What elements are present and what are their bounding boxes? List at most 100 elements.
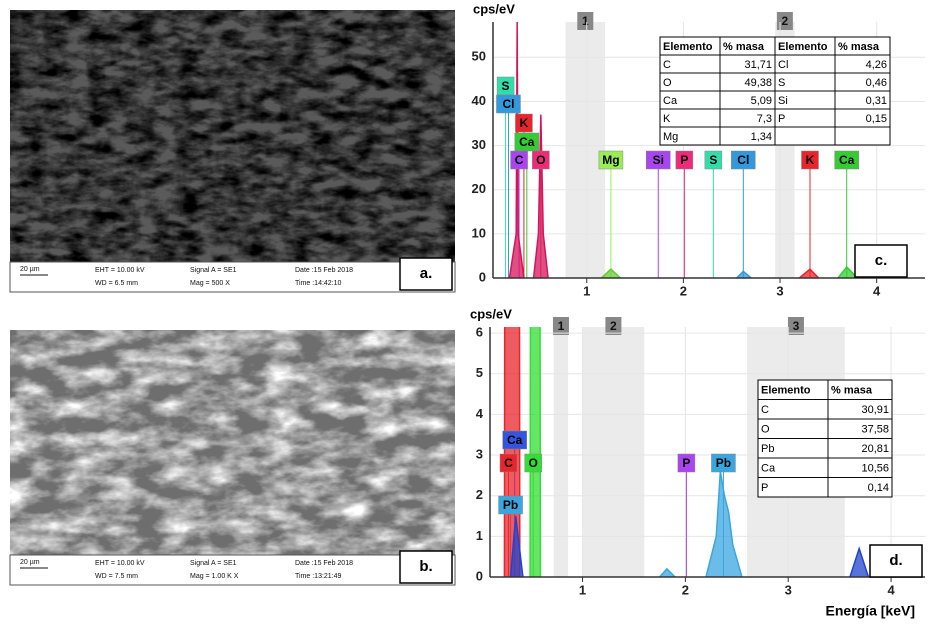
info-text: Time :13:21:49	[295, 573, 342, 580]
region	[565, 22, 606, 278]
table-text: P	[761, 482, 768, 494]
spectrum-peak	[705, 471, 743, 577]
y-tick-label: 0	[476, 568, 483, 583]
element-label-box	[834, 150, 859, 170]
scale-text: 20 µm	[20, 266, 40, 273]
x-axis-label: Energía [keV]	[826, 603, 915, 619]
element-label: O	[529, 456, 538, 470]
info-text: WD = 6.5 mm	[95, 280, 138, 287]
element-label: C	[515, 153, 524, 167]
info-text: Signal A = SE1	[190, 560, 237, 567]
spectrum-peak	[532, 114, 549, 278]
info-text: Date :15 Feb 2018	[295, 560, 353, 567]
element-label-box	[675, 150, 694, 170]
table-text: % masa	[723, 41, 765, 53]
element-label-box	[524, 453, 542, 473]
panel-label-box	[399, 550, 453, 584]
spectrum-peak	[600, 268, 622, 278]
element-label: K	[520, 116, 529, 130]
table-text: 20,81	[861, 443, 889, 455]
element-label-box	[801, 150, 819, 170]
y-tick-label: 10	[472, 225, 486, 240]
element-label-box	[515, 113, 533, 133]
element-label: Pb	[716, 456, 731, 470]
info-text: WD = 7.5 mm	[95, 573, 138, 580]
element-label-box	[711, 453, 736, 473]
info-text: Signal A = SE1	[190, 267, 237, 274]
region-label: 1	[558, 319, 565, 333]
x-tick-label: 1	[583, 283, 590, 298]
y-tick-label: 50	[472, 49, 486, 64]
y-axis-label: cps/eV	[473, 1, 515, 16]
y-tick-label: 20	[472, 181, 486, 196]
table-text: Cl	[778, 59, 788, 71]
spectrum-peak	[509, 515, 524, 577]
element-label-box	[499, 453, 518, 473]
region	[582, 327, 645, 577]
region	[553, 327, 569, 577]
panel-label: d.	[889, 552, 902, 569]
spectrum-peak	[736, 270, 752, 278]
element-label: C	[504, 456, 513, 470]
x-tick-label: 3	[785, 582, 792, 597]
y-tick-label: 4	[476, 406, 484, 421]
info-text: Time :14:42:10	[295, 280, 342, 287]
y-tick-label: 40	[472, 93, 486, 108]
element-label: Ca	[519, 135, 535, 149]
sem-texture	[10, 330, 455, 555]
element-label: Pb	[503, 498, 518, 512]
x-tick-label: 4	[887, 582, 895, 597]
table-text: S	[778, 77, 785, 89]
table-text: 31,71	[744, 59, 772, 71]
element-label-box	[498, 495, 523, 515]
spectrum-peak	[529, 327, 542, 577]
region-label: 3	[793, 319, 800, 333]
element-label: K	[806, 153, 815, 167]
element-label: P	[682, 456, 690, 470]
table-text: Si	[778, 95, 788, 107]
y-tick-label: 1	[476, 528, 483, 543]
sem-texture	[10, 10, 455, 262]
panel-label: a.	[420, 265, 433, 282]
x-tick-label: 1	[579, 582, 586, 597]
element-label: S	[709, 153, 717, 167]
spectrum-peak	[798, 268, 820, 278]
panel-label-box	[869, 544, 923, 578]
table-text: 0,15	[866, 113, 887, 125]
info-bar	[9, 261, 456, 293]
spectrum-peak	[837, 265, 858, 278]
y-tick-label: 0	[479, 269, 486, 284]
table-text: 10,56	[861, 463, 889, 475]
info-text: Mag = 1.00 K X	[190, 573, 239, 580]
table-text: 4,26	[866, 59, 887, 71]
table-text: O	[663, 77, 672, 89]
table-text: 0,14	[868, 482, 889, 494]
table-text: Elemento	[761, 385, 811, 397]
element-label-box	[677, 453, 696, 473]
panel-label-box	[399, 257, 453, 291]
y-tick-label: 6	[476, 325, 483, 340]
panel-label: c.	[875, 252, 888, 269]
scale-text: 20 µm	[20, 559, 40, 566]
x-tick-label: 4	[873, 283, 881, 298]
info-text: EHT = 10.00 kV	[95, 267, 145, 274]
element-label-box	[502, 430, 527, 450]
spectrum-peak	[849, 546, 870, 577]
region-label: 2	[782, 14, 789, 28]
table-text: Ca	[761, 463, 776, 475]
table-text: P	[778, 113, 785, 125]
y-tick-label: 30	[472, 137, 486, 152]
x-tick-label: 2	[680, 283, 687, 298]
spectrum-peak	[659, 567, 676, 577]
y-tick-label: 2	[476, 487, 483, 502]
element-label-box	[598, 150, 624, 170]
table-text: % masa	[838, 41, 880, 53]
table-text: % masa	[831, 385, 873, 397]
element-label: Ca	[839, 153, 855, 167]
element-label: Si	[653, 153, 664, 167]
y-tick-label: 5	[476, 365, 483, 380]
region-label-box	[605, 317, 622, 335]
info-text: EHT = 10.00 kV	[95, 560, 145, 567]
element-label-box	[731, 150, 756, 170]
